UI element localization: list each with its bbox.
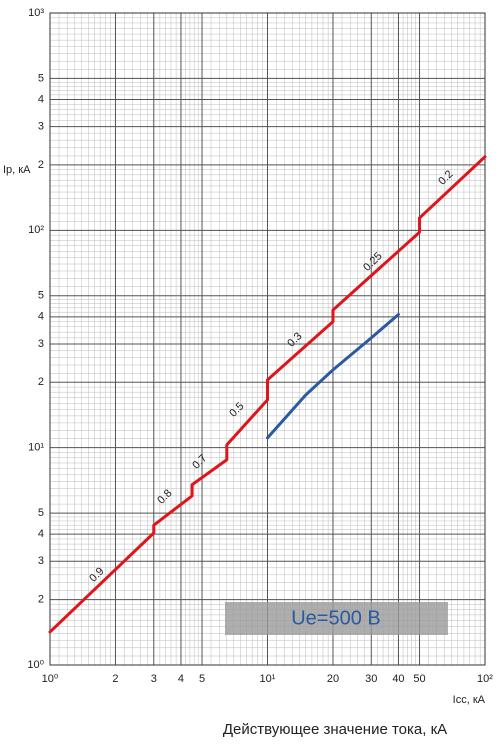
x-tick-label: 10²: [477, 673, 493, 685]
y-tick-label: 5: [38, 290, 44, 302]
x-tick-label: 2: [112, 673, 118, 685]
x-axis-label: Действующее значение тока, кА: [223, 721, 447, 738]
info-box: [225, 602, 448, 635]
plot-frame: [49, 12, 486, 666]
data-line: [266, 312, 400, 440]
y-tick-label: 10²: [28, 224, 44, 236]
y-tick-label: 3: [38, 555, 44, 567]
info-box-label: Ue=500 В: [291, 607, 381, 629]
x-tick-label: 20: [327, 673, 339, 685]
y-tick-label: 2: [38, 159, 44, 171]
x-tick-label: 10¹: [260, 673, 276, 685]
y-tick-label: 10¹: [28, 442, 44, 454]
y-tick-label: 10⁰: [27, 659, 44, 671]
x-tick-label: 50: [413, 673, 425, 685]
y-tick-label: 5: [38, 507, 44, 519]
y-tick-label: 5: [38, 72, 44, 84]
x-tick-label: 40: [392, 673, 404, 685]
y-axis-label: Ip, кА: [3, 164, 31, 176]
y-tick-label: 3: [38, 338, 44, 350]
y-tick-label: 4: [38, 311, 44, 323]
annotation: 0.2: [436, 168, 455, 187]
y-tick-label: 2: [38, 593, 44, 605]
y-tick-label: 4: [38, 528, 44, 540]
annotation: 0.3: [285, 330, 304, 349]
y-tick-label: 4: [38, 93, 44, 105]
x-tick-label: 30: [365, 673, 377, 685]
y-tick-label: 2: [38, 376, 44, 388]
y-tick-label: 10³: [28, 7, 44, 19]
x-tick-label: 3: [151, 673, 157, 685]
x-axis-unit-label: Icc, кА: [453, 694, 486, 706]
x-tick-label: 10⁰: [42, 673, 59, 685]
y-tick-label: 3: [38, 121, 44, 133]
x-tick-label: 4: [178, 673, 184, 685]
x-tick-label: 5: [199, 673, 205, 685]
annotation: 0.8: [155, 487, 174, 506]
data-line: [48, 155, 487, 634]
